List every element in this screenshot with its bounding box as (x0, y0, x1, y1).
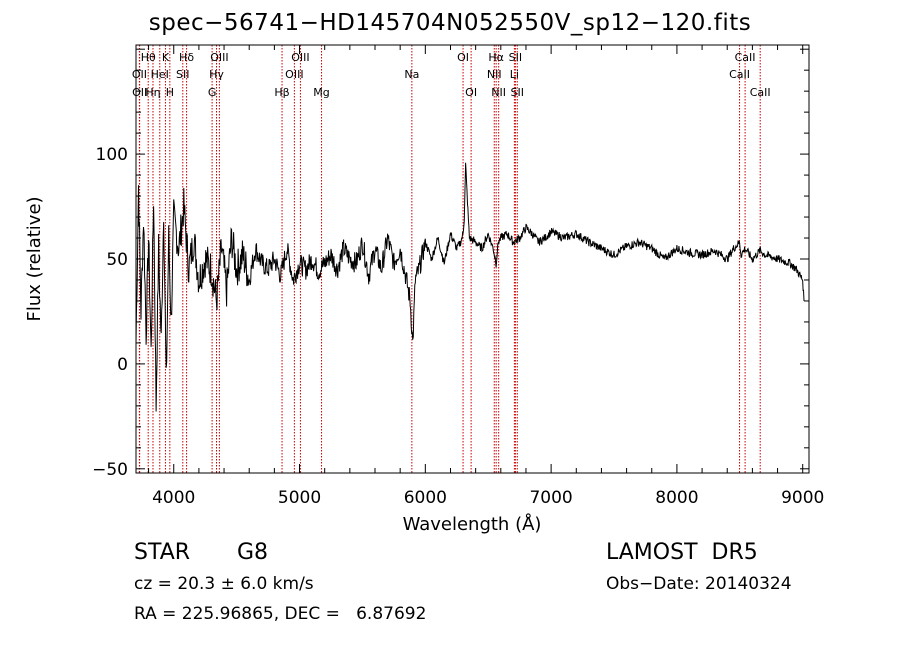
spectral-line-label: Hγ (209, 68, 224, 81)
object-class: STAR (134, 540, 191, 565)
spectral-line-label: OI (465, 86, 477, 99)
spectral-line-label: HeI (151, 68, 169, 81)
spectral-line-label: OII (132, 86, 147, 99)
spectral-line-label: CaII (750, 86, 771, 99)
y-axis: −50 0 50 100 (92, 48, 809, 480)
coordinates-text: RA = 225.96865, DEC = 6.87692 (134, 604, 427, 624)
spectral-line-label: CaII (729, 68, 750, 81)
spectral-line-label: SII (176, 68, 189, 81)
spectral-line-label: Na (404, 68, 419, 81)
observation-date: Obs−Date: 20140324 (606, 574, 792, 594)
x-tick-label: 8000 (655, 488, 698, 508)
spectral-line-markers (138, 45, 761, 473)
x-axis: 4000 5000 6000 7000 8000 9000 (148, 45, 824, 508)
spectrum-line (135, 162, 805, 412)
spectral-line-label: Hθ (141, 51, 156, 64)
x-tick-label: 5000 (278, 488, 321, 508)
x-tick-label: 4000 (152, 488, 195, 508)
x-tick-label: 7000 (529, 488, 572, 508)
spectral-line-label: NII (487, 68, 502, 81)
spectral-line-label: Hδ (179, 51, 194, 64)
x-axis-label: Wavelength (Å) (403, 513, 542, 535)
y-tick-label: 0 (117, 355, 128, 375)
spectral-line-label: NII (491, 86, 506, 99)
survey-name: LAMOST DR5 (606, 540, 758, 565)
redshift-text: cz = 20.3 ± 6.0 km/s (134, 574, 314, 594)
spectral-line-label: CaII (735, 51, 756, 64)
spectral-line-label: H (166, 86, 174, 99)
spectral-line-label: Mg (313, 86, 329, 99)
spectrum-series (135, 162, 805, 412)
spectral-line-label: OIII (285, 68, 303, 81)
spectral-line-label: G (208, 86, 217, 99)
plot-frame (135, 44, 810, 474)
spectral-line-label: Hη (145, 86, 160, 99)
spectral-line-label: Hβ (274, 86, 289, 99)
x-tick-label: 6000 (404, 488, 447, 508)
spectral-line-label: OIII (210, 51, 228, 64)
spectral-line-label: SII (511, 86, 524, 99)
y-tick-label: 50 (106, 250, 128, 270)
chart-title: spec−56741−HD145704N052550V_sp12−120.fit… (148, 10, 752, 36)
spectral-line-labels: Hθ K Hδ OIII OIII OI Hα SII CaII OII HeI SII Hγ OIII N… (132, 51, 771, 99)
spectral-line-label: SII (509, 51, 522, 64)
spectral-line-label: OII (132, 68, 147, 81)
spectral-line-label: K (162, 51, 170, 64)
spectral-line-label: OI (457, 51, 469, 64)
spectral-line-label: Li (510, 68, 519, 81)
x-tick-label: 9000 (781, 488, 824, 508)
y-axis-label: Flux (relative) (24, 196, 45, 321)
y-tick-label: 100 (96, 145, 128, 165)
spectral-line-label: OIII (291, 51, 309, 64)
spectral-line-label: Hα (488, 51, 504, 64)
y-tick-label: −50 (92, 460, 128, 480)
spectral-subclass: G8 (237, 540, 269, 565)
